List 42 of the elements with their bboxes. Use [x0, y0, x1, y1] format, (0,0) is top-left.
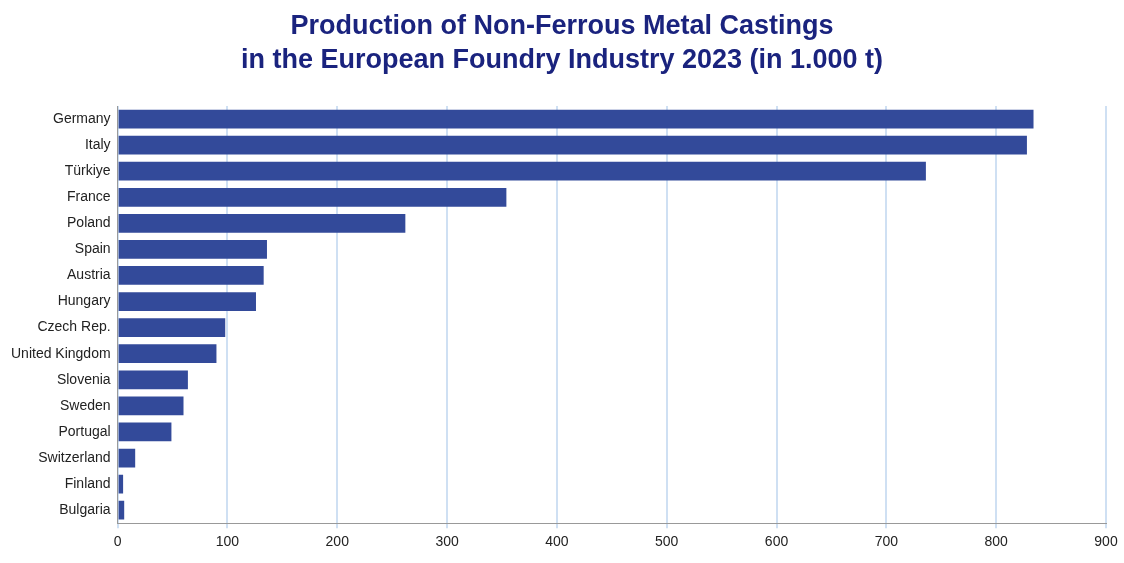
x-tick-label: 500: [655, 533, 679, 550]
x-tick-label: 700: [874, 533, 899, 550]
x-tick-label: 300: [435, 533, 459, 550]
bar: [118, 370, 188, 390]
bar: [118, 240, 267, 259]
bar: [118, 500, 125, 520]
y-tick-label: France: [67, 188, 111, 205]
chart-title: Production of Non-Ferrous Metal Castings in the European Foundry Industry 2023 (in 1.000 t): [239, 9, 885, 76]
y-tick-label: Austria: [67, 266, 111, 283]
y-tick-label: Czech Rep.: [37, 318, 111, 335]
bar: [118, 213, 406, 233]
bar: [118, 109, 1034, 129]
y-tick-label: Hungary: [57, 292, 111, 309]
y-tick-label: Switzerland: [38, 448, 111, 465]
y-tick-label: Germany: [53, 109, 111, 126]
bar: [118, 161, 926, 181]
y-tick-label: Spain: [74, 240, 111, 257]
x-tick-label: 800: [984, 533, 1009, 550]
y-tick-label: Finland: [64, 474, 111, 491]
bar: [118, 396, 184, 416]
bar: [118, 344, 217, 364]
y-tick-label: Slovenia: [56, 370, 111, 387]
x-tick-label: 100: [215, 533, 240, 550]
x-tick-label: 0: [113, 533, 122, 550]
y-tick-label: Türkiye: [64, 162, 111, 179]
bar: [118, 266, 264, 285]
x-tick-label: 200: [325, 533, 350, 550]
bar: [118, 448, 136, 468]
x-tick-label: 400: [545, 533, 569, 550]
bar: [118, 187, 507, 207]
y-tick-label: United Kingdom: [10, 344, 111, 361]
y-tick-label: Poland: [67, 214, 111, 231]
bar: [118, 135, 1027, 155]
bar: [118, 292, 256, 311]
bar: [118, 422, 172, 442]
x-tick-label: 600: [764, 533, 789, 550]
y-tick-label: Sweden: [60, 396, 111, 413]
bar: [118, 318, 226, 338]
x-tick-label: 900: [1094, 533, 1118, 550]
y-tick-label: Portugal: [58, 422, 111, 439]
y-tick-label: Italy: [84, 135, 111, 152]
y-tick-label: Bulgaria: [59, 501, 111, 518]
